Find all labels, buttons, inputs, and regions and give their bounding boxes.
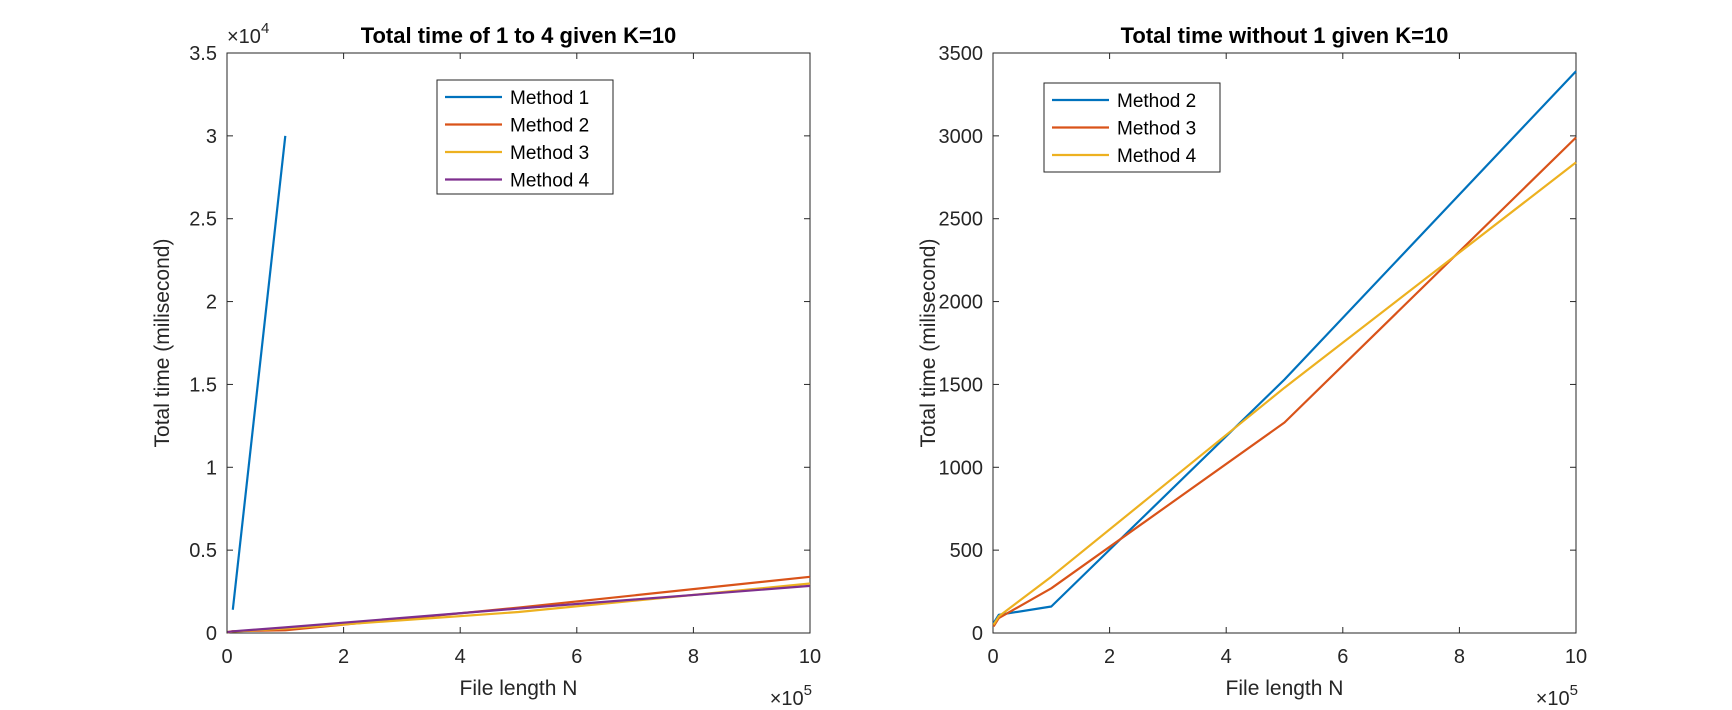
left-legend-label: Method 3 [510, 143, 589, 164]
right-x-exponent: ×105 [1536, 682, 1578, 710]
right-legend-label: Method 4 [1117, 146, 1197, 167]
left-legend-box [436, 79, 614, 195]
left-y-tick-label: 3.5 [189, 43, 217, 65]
left-x-tick-label: 8 [688, 646, 699, 668]
left-chart-title: Total time of 1 to 4 given K=10 [361, 23, 677, 48]
right-y-tick-label: 2000 [939, 292, 984, 314]
right-y-tick-label: 3500 [939, 43, 984, 65]
left-series-line-1 [231, 135, 287, 610]
left-series-line-4 [227, 584, 811, 634]
left-legend: Method 1 Method 2 Method 3 Method 4 [436, 79, 614, 195]
left-y-exponent: ×104 [227, 20, 269, 48]
right-series-line-3 [992, 161, 1577, 626]
left-y-tick-label: 1.5 [189, 374, 217, 396]
left-x-tick-label: 6 [571, 646, 582, 668]
right-x-axis-label: File length N [1226, 677, 1344, 700]
right-legend: Method 2 Method 3 Method 4 [1043, 82, 1221, 173]
right-x-tick-label: 0 [987, 646, 998, 668]
right-y-tick-label: 3000 [939, 126, 984, 148]
left-y-tick-label: 0 [206, 623, 217, 645]
right-y-tick-label: 0 [972, 623, 983, 645]
right-y-tick-label: 1000 [939, 457, 984, 479]
left-x-tick-label: 10 [799, 646, 821, 668]
right-x-tick-label: 4 [1221, 646, 1232, 668]
left-x-tick-label: 0 [221, 646, 232, 668]
left-x-exponent: ×105 [770, 682, 812, 710]
right-chart: 0 2 4 6 8 10 0 500 1000 1500 2000 2500 3000 3500 Total… [917, 23, 1587, 710]
right-y-tick-label: 1500 [939, 374, 984, 396]
left-x-tick-label: 4 [455, 646, 466, 668]
left-y-tick-label: 2 [206, 292, 217, 314]
left-y-axis-label: Total time (milisecond) [151, 239, 174, 448]
left-legend-label: Method 2 [510, 116, 589, 137]
left-y-tick-label: 3 [206, 126, 217, 148]
left-y-tick-label: 2.5 [189, 209, 217, 231]
right-x-tick-label: 6 [1337, 646, 1348, 668]
right-legend-label: Method 2 [1117, 91, 1196, 112]
right-x-tick-label: 10 [1565, 646, 1587, 668]
left-x-tick-label: 2 [338, 646, 349, 668]
right-y-tick-label: 2500 [939, 209, 984, 231]
right-x-tick-label: 2 [1104, 646, 1115, 668]
left-y-tick-label: 1 [206, 457, 217, 479]
left-chart: 0 2 4 6 8 10 0 0.5 1 1.5 2 2.5 3 3.5 Total time of 1 t… [151, 20, 821, 710]
left-legend-label: Method 4 [510, 171, 590, 192]
left-y-tick-label: 0.5 [189, 540, 217, 562]
right-legend-label: Method 3 [1117, 119, 1196, 140]
right-chart-title: Total time without 1 given K=10 [1121, 23, 1449, 48]
left-legend-label: Method 1 [510, 88, 589, 109]
left-x-axis-label: File length N [460, 677, 578, 700]
right-x-tick-label: 8 [1454, 646, 1465, 668]
right-y-axis-label: Total time (milisecond) [917, 239, 940, 448]
right-y-tick-label: 500 [950, 540, 983, 562]
